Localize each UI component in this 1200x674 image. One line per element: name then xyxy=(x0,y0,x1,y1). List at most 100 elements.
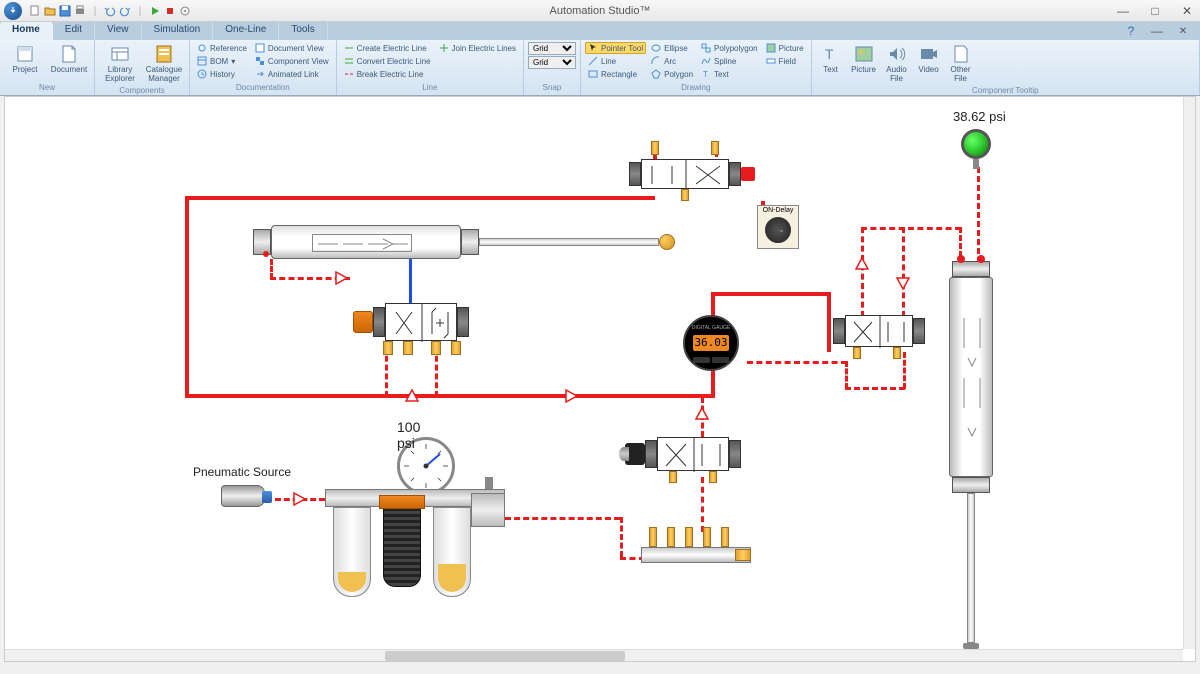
timer-on-delay[interactable]: ON-Delay xyxy=(757,205,799,249)
ribbon-group-snap: Grid Grid Snap xyxy=(524,40,581,95)
ribbon-group-components: Library Explorer Catalogue Manager Compo… xyxy=(95,40,190,95)
tab-view[interactable]: View xyxy=(95,22,142,40)
qat-redo-icon[interactable] xyxy=(118,4,132,18)
tooltip-video-button[interactable]: Video xyxy=(914,42,944,77)
bom-button[interactable]: BOM ▾ xyxy=(194,55,250,67)
ribbon-group-new: Project Document New xyxy=(0,40,95,95)
group-label-snap: Snap xyxy=(528,83,576,93)
ellipse-tool-button[interactable]: Ellipse xyxy=(648,42,696,54)
library-explorer-button[interactable]: Library Explorer xyxy=(99,42,141,86)
tooltip-audio-button[interactable]: Audio File xyxy=(882,42,912,86)
tab-oneline[interactable]: One-Line xyxy=(213,22,279,40)
spline-tool-button[interactable]: Spline xyxy=(698,55,761,67)
line-tool-button[interactable]: Line xyxy=(585,55,646,67)
tab-home[interactable]: Home xyxy=(0,22,53,40)
pipe-dashed xyxy=(861,227,961,230)
pressure-main-label: 100 psi xyxy=(397,419,420,451)
document-label: Document xyxy=(51,66,87,75)
reference-button[interactable]: Reference xyxy=(194,42,250,54)
document-button[interactable]: Document xyxy=(48,42,90,77)
snap-select-1[interactable]: Grid xyxy=(528,42,576,55)
polypolygon-tool-button[interactable]: Polypolygon xyxy=(698,42,761,54)
picture-tool-button[interactable]: Picture xyxy=(763,42,807,54)
gauge-name: DIGITAL GAUGE xyxy=(685,325,737,331)
group-label-drawing: Drawing xyxy=(585,83,807,93)
field-tool-button[interactable]: Field xyxy=(763,55,807,67)
polygon-tool-button[interactable]: Polygon xyxy=(648,68,696,80)
app-title: Automation Studio™ xyxy=(550,5,651,17)
snap-select-2[interactable]: Grid xyxy=(528,56,576,69)
docview-button[interactable]: Document View xyxy=(252,42,332,54)
pipe-dashed xyxy=(903,352,906,389)
digital-pressure-gauge[interactable]: DIGITAL GAUGE 36.03 xyxy=(683,315,739,371)
ribbon-group-drawing: Pointer Tool Line Rectangle Ellipse Arc … xyxy=(581,40,812,95)
qat-stop-icon[interactable] xyxy=(163,4,177,18)
compview-button[interactable]: Component View xyxy=(252,55,332,67)
quick-connector[interactable] xyxy=(221,485,265,507)
pipe-dashed xyxy=(701,477,704,532)
group-label-new: New xyxy=(4,83,90,93)
pressure-indicator[interactable] xyxy=(961,129,991,159)
app-logo[interactable] xyxy=(4,2,22,20)
flow-arrow-icon xyxy=(405,389,419,403)
group-label-tooltip: Component Tooltip xyxy=(816,86,1195,96)
tooltip-text-button[interactable]: TText xyxy=(816,42,846,77)
minimize-button[interactable]: — xyxy=(1114,2,1132,20)
ribbon-minimize-icon[interactable]: — xyxy=(1148,22,1166,40)
qat-new-icon[interactable] xyxy=(28,4,42,18)
convert-elec-button[interactable]: Convert Electric Line xyxy=(341,55,434,67)
tooltip-other-button[interactable]: Other File xyxy=(946,42,976,86)
tab-tools[interactable]: Tools xyxy=(279,22,327,40)
qat-sep xyxy=(88,4,102,18)
pneumatic-source-label: Pneumatic Source xyxy=(193,465,291,479)
flow-arrow-icon xyxy=(695,407,709,421)
pipe-dashed xyxy=(620,517,623,557)
help-icon[interactable]: ? xyxy=(1122,22,1140,40)
tab-edit[interactable]: Edit xyxy=(53,22,95,40)
break-elec-button[interactable]: Break Electric Line xyxy=(341,68,434,80)
qat-play-icon[interactable] xyxy=(148,4,162,18)
close-button[interactable]: ✕ xyxy=(1178,2,1196,20)
ribbon-group-documentation: Reference BOM ▾ History Document View Co… xyxy=(190,40,337,95)
pipe-dashed xyxy=(902,227,905,317)
catalogue-label: Catalogue Manager xyxy=(145,66,183,84)
flow-arrow-icon xyxy=(293,492,307,506)
history-button[interactable]: History xyxy=(194,68,250,80)
project-button[interactable]: Project xyxy=(4,42,46,77)
ribbon: Project Document New Library Explorer Ca… xyxy=(0,40,1200,96)
tooltip-picture-button[interactable]: Picture xyxy=(848,42,880,77)
qat-open-icon[interactable] xyxy=(43,4,57,18)
library-label: Library Explorer xyxy=(101,66,139,84)
svg-text:T: T xyxy=(825,46,834,62)
animlink-button[interactable]: Animated Link xyxy=(252,68,332,80)
qat-print-icon[interactable] xyxy=(73,4,87,18)
pipe-dashed xyxy=(270,259,273,279)
rectangle-tool-button[interactable]: Rectangle xyxy=(585,68,646,80)
arc-tool-button[interactable]: Arc xyxy=(648,55,696,67)
canvas-area[interactable]: ON-Delay DIGITAL GAUGE 36.03 xyxy=(4,96,1196,662)
tab-simulation[interactable]: Simulation xyxy=(142,22,214,40)
flow-arrow-icon xyxy=(565,389,579,403)
qat-undo-icon[interactable] xyxy=(103,4,117,18)
scrollbar-vertical[interactable] xyxy=(1183,97,1195,649)
svg-text:T: T xyxy=(703,70,708,79)
ribbon-group-line: Create Electric Line Convert Electric Li… xyxy=(337,40,524,95)
join-elec-button[interactable]: Join Electric Lines xyxy=(436,42,519,54)
gauge-value: 36.03 xyxy=(693,335,729,351)
pipe-blue xyxy=(409,259,412,309)
pipe xyxy=(185,394,715,398)
pipe xyxy=(185,196,189,396)
create-elec-button[interactable]: Create Electric Line xyxy=(341,42,434,54)
qat-target-icon[interactable] xyxy=(178,4,192,18)
ribbon-close-icon[interactable]: ✕ xyxy=(1174,22,1192,40)
flow-arrow-icon xyxy=(335,271,349,285)
catalogue-manager-button[interactable]: Catalogue Manager xyxy=(143,42,185,86)
pipe-dashed xyxy=(861,227,864,317)
pipe xyxy=(711,292,831,296)
qat-sep2 xyxy=(133,4,147,18)
pointer-tool-button[interactable]: Pointer Tool xyxy=(585,42,646,54)
text-tool-button[interactable]: TText xyxy=(698,68,761,80)
maximize-button[interactable]: □ xyxy=(1146,2,1164,20)
qat-save-icon[interactable] xyxy=(58,4,72,18)
scrollbar-horizontal[interactable] xyxy=(5,649,1183,661)
